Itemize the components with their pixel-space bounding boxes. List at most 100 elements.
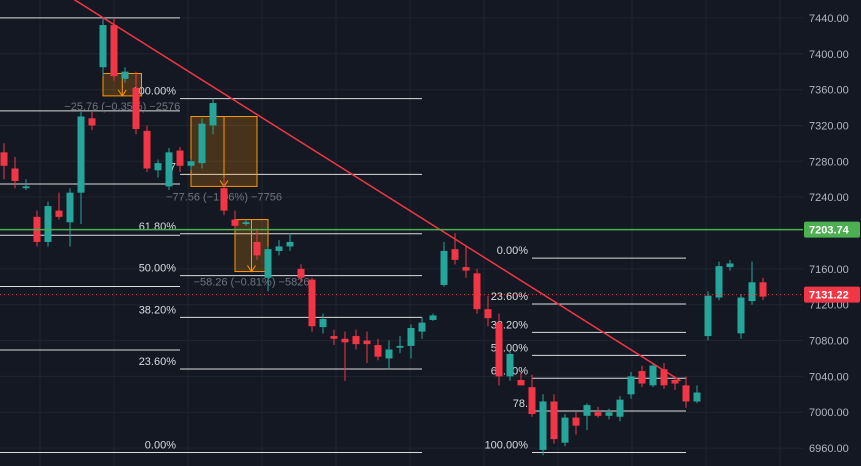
- price-tick-label: 7360.00: [809, 85, 849, 97]
- candle-body: [693, 392, 701, 402]
- candle-body: [341, 338, 349, 343]
- candle-body: [154, 163, 162, 171]
- fib-level-label: 100.00%: [485, 440, 529, 452]
- measure-arrowhead: [247, 265, 256, 273]
- price-tick-label: 7240.00: [809, 192, 849, 204]
- candle-body: [132, 87, 140, 130]
- candles: [0, 17, 767, 456]
- candle-body: [440, 250, 448, 285]
- fib-level-label: 38.20%: [139, 304, 177, 316]
- candle-body: [176, 150, 184, 166]
- price-tick-label: 7400.00: [809, 49, 849, 61]
- measure-arrowhead: [117, 89, 127, 97]
- candle-body: [451, 249, 459, 260]
- candle-body: [528, 387, 536, 415]
- price-tick-label: 7280.00: [809, 156, 849, 168]
- trendline[interactable]: [54, 0, 681, 382]
- candle-body: [242, 222, 250, 225]
- candle-body: [561, 417, 569, 443]
- candle-body: [616, 399, 624, 417]
- candle-body: [209, 103, 217, 126]
- fib-level-label: 23.60%: [491, 291, 529, 303]
- last-price-label: 7131.22: [809, 290, 849, 302]
- candle-body: [374, 345, 382, 357]
- candle-body: [660, 369, 668, 386]
- candle-body: [22, 186, 30, 189]
- candle-body: [385, 349, 393, 359]
- candle-body: [539, 401, 547, 450]
- candle-body: [11, 168, 19, 182]
- candle-body: [286, 241, 294, 247]
- candle-body: [506, 353, 514, 377]
- drawn-lines[interactable]: [0, 0, 803, 382]
- candle-body: [88, 118, 96, 126]
- candle-body: [605, 412, 613, 416]
- candle-body: [352, 336, 360, 345]
- price-tick-label: 7160.00: [809, 264, 849, 276]
- candle-body: [253, 241, 261, 256]
- candle-body: [55, 210, 63, 217]
- candle-body: [726, 263, 734, 268]
- candle-body: [110, 25, 118, 77]
- horizontal-line-price-tag[interactable]: [804, 221, 860, 238]
- candle-body: [187, 161, 195, 166]
- candle-body: [517, 379, 525, 386]
- price-axis[interactable]: 7440.00 7400.00 7360.00 7320.00 7280.00 7240.…: [803, 0, 861, 466]
- candle-body: [308, 279, 316, 327]
- candle-body: [495, 322, 503, 377]
- fib-level-label: 23.60%: [139, 356, 177, 368]
- candle-body: [297, 268, 305, 278]
- candle-body: [231, 219, 239, 226]
- candle-body: [0, 152, 8, 166]
- fib-level-label: 100.00%: [133, 86, 177, 98]
- candle-body: [682, 385, 690, 402]
- candle-body: [737, 297, 745, 334]
- fib-retracements[interactable]: 100.00%78.60%61.80%50.00%38.20%23.60%0.0…: [0, 5, 686, 454]
- candle-body: [330, 336, 338, 339]
- fib-level-label: 61.80%: [139, 221, 177, 233]
- candle-body: [627, 376, 635, 395]
- price-tick-label: 7080.00: [809, 336, 849, 348]
- candle-body: [638, 371, 646, 384]
- candle-body: [759, 282, 767, 297]
- candle-body: [594, 412, 602, 416]
- candle-body: [319, 319, 327, 328]
- candle-body: [649, 365, 657, 386]
- price-tick-label: 7120.00: [809, 300, 849, 312]
- candle-body: [66, 192, 74, 223]
- price-tick-label: 7440.00: [809, 13, 849, 25]
- fib-level-label: 78.: [513, 398, 528, 410]
- candle-body: [704, 295, 712, 337]
- candle-body: [484, 309, 492, 319]
- candle-body: [220, 188, 228, 211]
- candle-body: [429, 315, 437, 320]
- price-tick-label: 7000.00: [809, 407, 849, 419]
- horizontal-line-price-label: 7203.74: [809, 225, 850, 237]
- measure-label: −25.76 (−0.35%) −2576: [64, 101, 180, 113]
- candle-body: [363, 340, 371, 345]
- candle-body: [165, 152, 173, 187]
- measure-label: −58.26 (−0.81%) −5826: [194, 277, 310, 289]
- candle-body: [583, 405, 591, 416]
- candle-body: [44, 206, 52, 242]
- measure-tools[interactable]: −25.76 (−0.35%) −2576−77.56 (−1.06%) −77…: [64, 72, 310, 289]
- candle-body: [715, 266, 723, 298]
- price-tick-label: 7040.00: [809, 371, 849, 383]
- fib-level-label: 50.00%: [139, 263, 177, 275]
- candle-body: [418, 322, 426, 332]
- price-tick-label: 7320.00: [809, 120, 849, 132]
- candle-body: [572, 417, 580, 426]
- last-price-tag: [804, 286, 860, 303]
- fib-level-label: 7: [170, 161, 176, 173]
- price-tick-label: 6960.00: [809, 443, 849, 455]
- fib-level-label: 0.00%: [497, 245, 528, 257]
- candle-body: [407, 327, 415, 346]
- candle-body: [671, 379, 679, 384]
- candle-body: [275, 246, 283, 251]
- candle-body: [99, 25, 107, 68]
- candle-body: [143, 130, 151, 169]
- candle-body: [264, 249, 272, 278]
- candle-body: [748, 282, 756, 302]
